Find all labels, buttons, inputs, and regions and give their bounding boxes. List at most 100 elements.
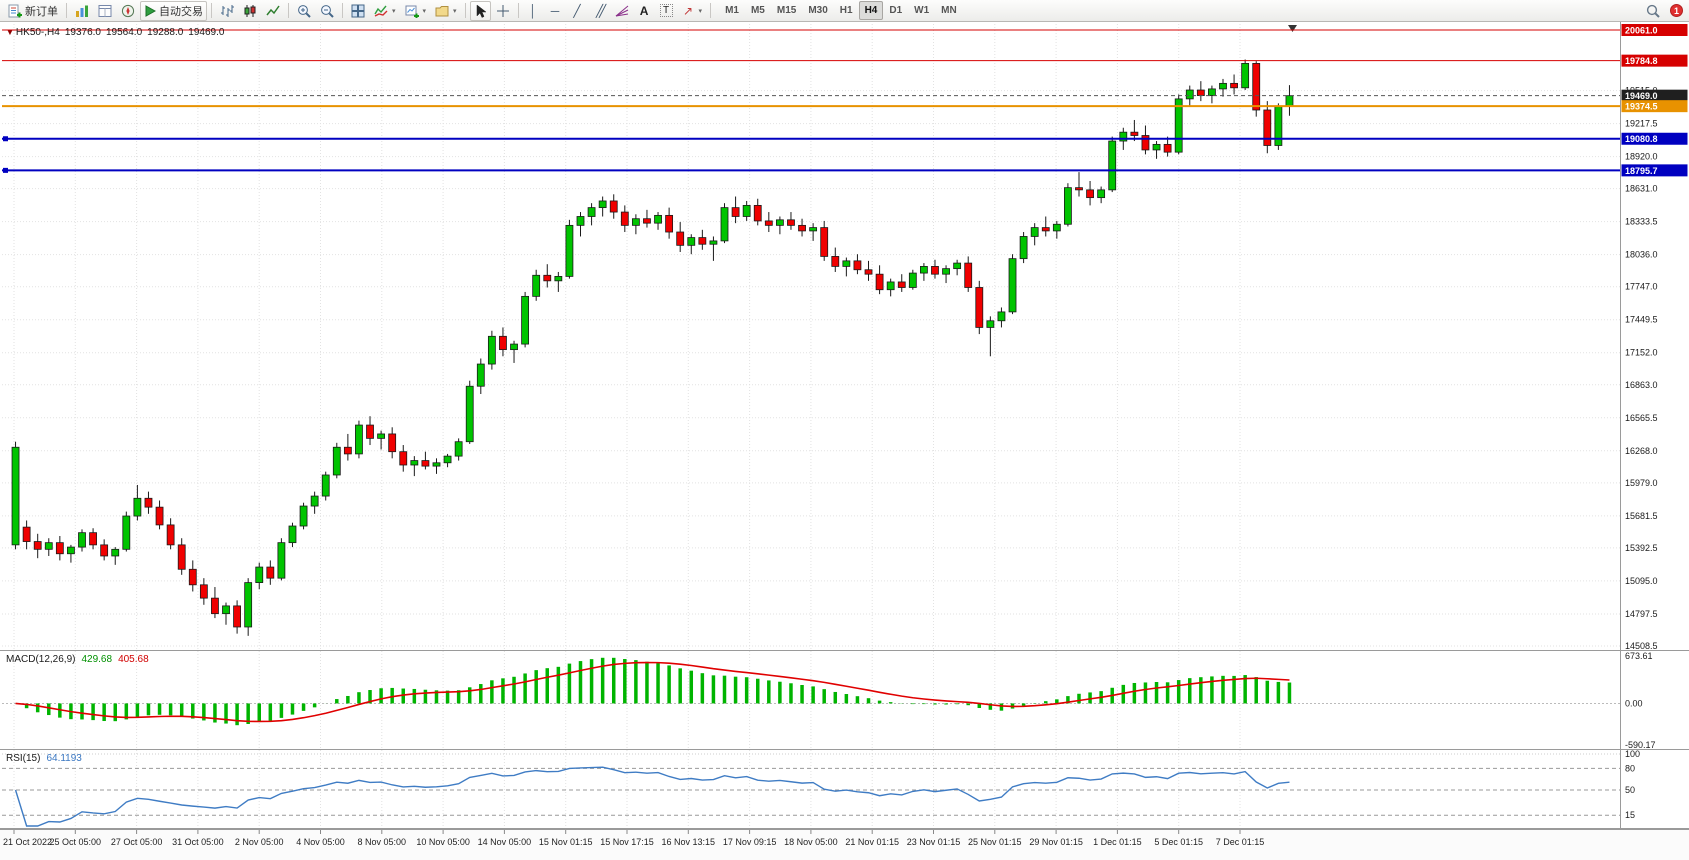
macd-main-value: 429.68 (81, 654, 113, 665)
dropdown-caret-icon: ▾ (453, 7, 457, 15)
chart-menu-icon[interactable]: ▼ (6, 28, 14, 37)
crosshair-button[interactable] (492, 1, 514, 21)
text-tool-button[interactable]: A (634, 1, 655, 21)
svg-text:14797.5: 14797.5 (1625, 609, 1658, 619)
autotrading-button[interactable]: 自动交易 (140, 0, 207, 21)
market-watch-button[interactable] (71, 1, 93, 21)
timeframe-button-m1[interactable]: M1 (719, 1, 745, 20)
ohlc-low: 19288.0 (147, 27, 184, 38)
trendline-tool-button[interactable]: ╱ (567, 1, 588, 21)
search-button[interactable] (1642, 1, 1664, 21)
zoom-in-icon (298, 4, 311, 18)
tile-windows-button[interactable] (347, 1, 369, 21)
fibonacci-icon (615, 5, 628, 16)
data-window-icon (98, 4, 112, 17)
timeframe-button-mn[interactable]: MN (935, 1, 963, 20)
svg-text:18036.0: 18036.0 (1625, 250, 1658, 260)
notification-count: 1 (1673, 5, 1679, 16)
ohlc-high: 19564.0 (105, 27, 143, 38)
rsi-name: RSI(15) (6, 753, 41, 764)
text-icon: A (639, 3, 649, 18)
svg-text:4 Nov 05:00: 4 Nov 05:00 (296, 837, 345, 847)
price-chart[interactable]: 19515.019217.518920.018631.018333.518036… (0, 22, 1689, 860)
macd-indicator-label: MACD(12,26,9) 429.68 405.68 (6, 654, 149, 665)
toolbar-separator (288, 3, 289, 18)
channel-tool-button[interactable]: ╱╱ (589, 1, 610, 21)
candlestick-chart-button[interactable] (239, 1, 261, 21)
svg-text:16565.5: 16565.5 (1625, 413, 1658, 423)
new-order-button[interactable]: 新订单 (4, 1, 62, 21)
new-chart-button[interactable]: ▾ (401, 1, 431, 21)
timeframe-button-w1[interactable]: W1 (908, 1, 935, 20)
svg-text:19080.8: 19080.8 (1625, 134, 1658, 144)
axes: 19515.019217.518920.018631.018333.518036… (0, 22, 1689, 860)
bid-price-line-price-label (1621, 89, 1688, 102)
arrows-tool-button[interactable]: ↗ ▾ (678, 1, 707, 21)
svg-text:16268.0: 16268.0 (1625, 446, 1658, 456)
support-line-lower-price-label (1621, 164, 1688, 177)
cursor-arrow-icon (476, 3, 487, 18)
svg-text:15: 15 (1625, 810, 1635, 820)
timeframe-button-m15[interactable]: M15 (771, 1, 802, 20)
svg-text:17152.0: 17152.0 (1625, 348, 1658, 358)
horizontal-line-tool-button[interactable]: ─ (545, 1, 566, 21)
timeframe-button-m5[interactable]: M5 (745, 1, 771, 20)
svg-text:15095.0: 15095.0 (1625, 576, 1658, 586)
line-chart-button[interactable] (262, 1, 284, 21)
text-label-tool-button[interactable]: T (656, 1, 677, 21)
timeframe-toolbar: M1 M5 M15 M30 H1 H4 D1 W1 MN (719, 1, 963, 20)
svg-text:19374.5: 19374.5 (1625, 102, 1658, 112)
data-window-button[interactable] (94, 1, 116, 21)
svg-text:14508.5: 14508.5 (1625, 641, 1658, 651)
ohlc-open: 19376.0 (64, 27, 101, 38)
macd-signal-value: 405.68 (118, 654, 149, 665)
arrow-stamp-icon: ↗ (683, 3, 694, 18)
toolbar-separator (66, 3, 67, 18)
zoom-in-button[interactable] (293, 1, 315, 21)
timeframe-button-h1[interactable]: H1 (834, 1, 859, 20)
cursor-button[interactable] (469, 0, 491, 21)
new-order-label: 新订单 (25, 5, 58, 18)
dropdown-caret-icon: ▾ (422, 7, 427, 15)
svg-text:18795.7: 18795.7 (1625, 166, 1658, 176)
support-line-lower-handle[interactable] (3, 167, 8, 173)
svg-text:16863.0: 16863.0 (1625, 380, 1658, 390)
rsi-value: 64.1193 (46, 753, 82, 764)
support-line-upper-handle[interactable] (3, 136, 8, 142)
chart-window[interactable]: 19515.019217.518920.018631.018333.518036… (0, 22, 1689, 860)
templates-button[interactable]: ▾ (431, 1, 461, 21)
tile-windows-icon (351, 4, 365, 17)
chart-symbol-period: HK50-,H4 (15, 27, 60, 38)
zoom-out-button[interactable] (316, 1, 338, 21)
timeframe-button-d1[interactable]: D1 (883, 1, 908, 20)
chart-shift-marker[interactable] (1288, 25, 1297, 32)
svg-text:16 Nov 13:15: 16 Nov 13:15 (662, 837, 716, 847)
toolbar-right-group: 1 (1642, 1, 1685, 21)
indicators-icon (374, 5, 388, 17)
toolbar-separator (517, 3, 519, 18)
svg-text:0.00: 0.00 (1625, 698, 1643, 708)
svg-text:19217.5: 19217.5 (1625, 119, 1658, 129)
svg-text:50: 50 (1625, 785, 1635, 795)
indicators-button[interactable]: ▾ (370, 1, 400, 21)
timeframe-button-h4[interactable]: H4 (858, 1, 884, 20)
vertical-line-tool-button[interactable]: │ (523, 1, 544, 21)
rsi-line (14, 766, 1290, 827)
svg-text:15392.5: 15392.5 (1625, 543, 1658, 553)
svg-text:19469.0: 19469.0 (1625, 91, 1658, 101)
timeframe-button-m30[interactable]: M30 (802, 1, 833, 20)
fibonacci-tool-button[interactable] (611, 1, 633, 21)
dropdown-caret-icon: ▾ (392, 7, 396, 15)
svg-text:-590.17: -590.17 (1625, 740, 1656, 750)
notification-badge[interactable]: 1 (1670, 4, 1683, 17)
navigator-button[interactable] (117, 1, 139, 21)
candlestick-chart-icon (244, 4, 256, 17)
bar-chart-button[interactable] (216, 1, 238, 21)
svg-text:100: 100 (1625, 749, 1640, 759)
rsi-indicator-label: RSI(15) 64.1193 (6, 753, 82, 764)
grid (2, 24, 1620, 827)
indicator-panes (2, 657, 1620, 827)
svg-text:31 Oct 05:00: 31 Oct 05:00 (172, 837, 224, 847)
bar-chart-icon (221, 4, 234, 17)
candlestick-series (11, 25, 1297, 636)
